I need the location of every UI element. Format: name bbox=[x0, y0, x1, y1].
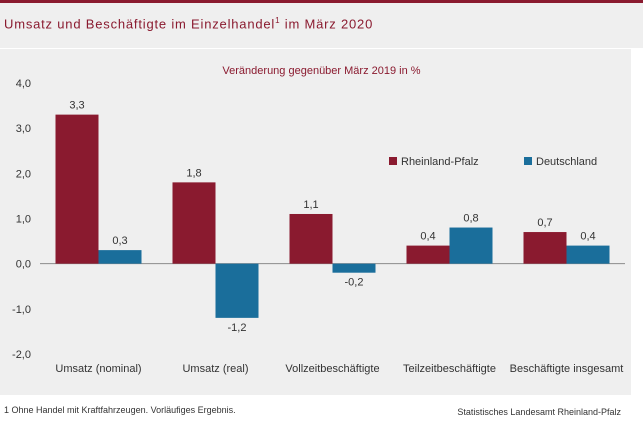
legend-swatch-rheinland-pfalz bbox=[389, 157, 397, 165]
x-category-label: Vollzeitbeschäftigte bbox=[285, 363, 379, 375]
bar-value-label: -1,2 bbox=[228, 322, 247, 334]
legend-item-deutschland: Deutschland bbox=[524, 156, 597, 168]
y-tick-label: -1,0 bbox=[12, 304, 31, 316]
bar-value-label: 0,8 bbox=[463, 213, 478, 225]
source-credit: Statistisches Landesamt Rheinland-Pfalz bbox=[457, 407, 621, 417]
y-tick-label: -2,0 bbox=[12, 349, 31, 361]
bar-rheinland-pfalz bbox=[172, 182, 216, 264]
bar-rheinland-pfalz bbox=[523, 232, 567, 264]
y-tick-label: 4,0 bbox=[16, 78, 31, 90]
legend-label-deutschland: Deutschland bbox=[536, 156, 598, 168]
bar-value-label: 0,7 bbox=[537, 217, 552, 229]
legend-item-rheinland-pfalz: Rheinland-Pfalz bbox=[389, 156, 479, 168]
y-tick-label: 0,0 bbox=[16, 259, 31, 271]
x-category-label: Umsatz (nominal) bbox=[55, 363, 141, 375]
bar-deutschland bbox=[332, 263, 376, 273]
x-category-label: Teilzeitbeschäftigte bbox=[403, 363, 496, 375]
page-title-main: Umsatz und Beschäftigte im Einzelhandel bbox=[4, 16, 276, 32]
y-tick-label: 1,0 bbox=[16, 214, 31, 226]
page-title-footnote-marker: 1 bbox=[275, 16, 281, 25]
y-tick-label: 3,0 bbox=[16, 123, 31, 135]
bar-deutschland bbox=[449, 227, 493, 264]
chart-subtitle: Veränderung gegenüber März 2019 in % bbox=[222, 65, 421, 77]
x-category-label: Beschäftigte insgesamt bbox=[510, 363, 624, 375]
footnote: 1 Ohne Handel mit Kraftfahrzeugen. Vorlä… bbox=[4, 405, 236, 415]
bar-rheinland-pfalz bbox=[289, 213, 333, 264]
bar-value-label: 0,3 bbox=[112, 235, 127, 247]
legend-label-rheinland-pfalz: Rheinland-Pfalz bbox=[401, 156, 479, 168]
bar-deutschland bbox=[215, 263, 259, 318]
x-category-label: Umsatz (real) bbox=[182, 363, 248, 375]
bar-value-label: 1,1 bbox=[303, 199, 318, 211]
bar-rheinland-pfalz bbox=[55, 114, 99, 264]
legend-swatch-deutschland bbox=[524, 157, 532, 165]
y-tick-label: 2,0 bbox=[16, 168, 31, 180]
bar-rheinland-pfalz bbox=[406, 245, 450, 264]
bar-deutschland bbox=[566, 245, 610, 264]
page-title: Umsatz und Beschäftigte im Einzelhandel1… bbox=[4, 16, 373, 31]
bar-value-label: -0,2 bbox=[345, 277, 364, 289]
bar-value-label: 0,4 bbox=[580, 231, 595, 243]
bar-value-label: 0,4 bbox=[420, 231, 435, 243]
bar-deutschland bbox=[98, 250, 142, 264]
header-band bbox=[0, 3, 643, 48]
page-title-end: im März 2020 bbox=[280, 16, 374, 32]
bar-value-label: 1,8 bbox=[186, 167, 201, 179]
bar-value-label: 3,3 bbox=[69, 100, 84, 112]
top-accent-rule bbox=[0, 0, 643, 3]
